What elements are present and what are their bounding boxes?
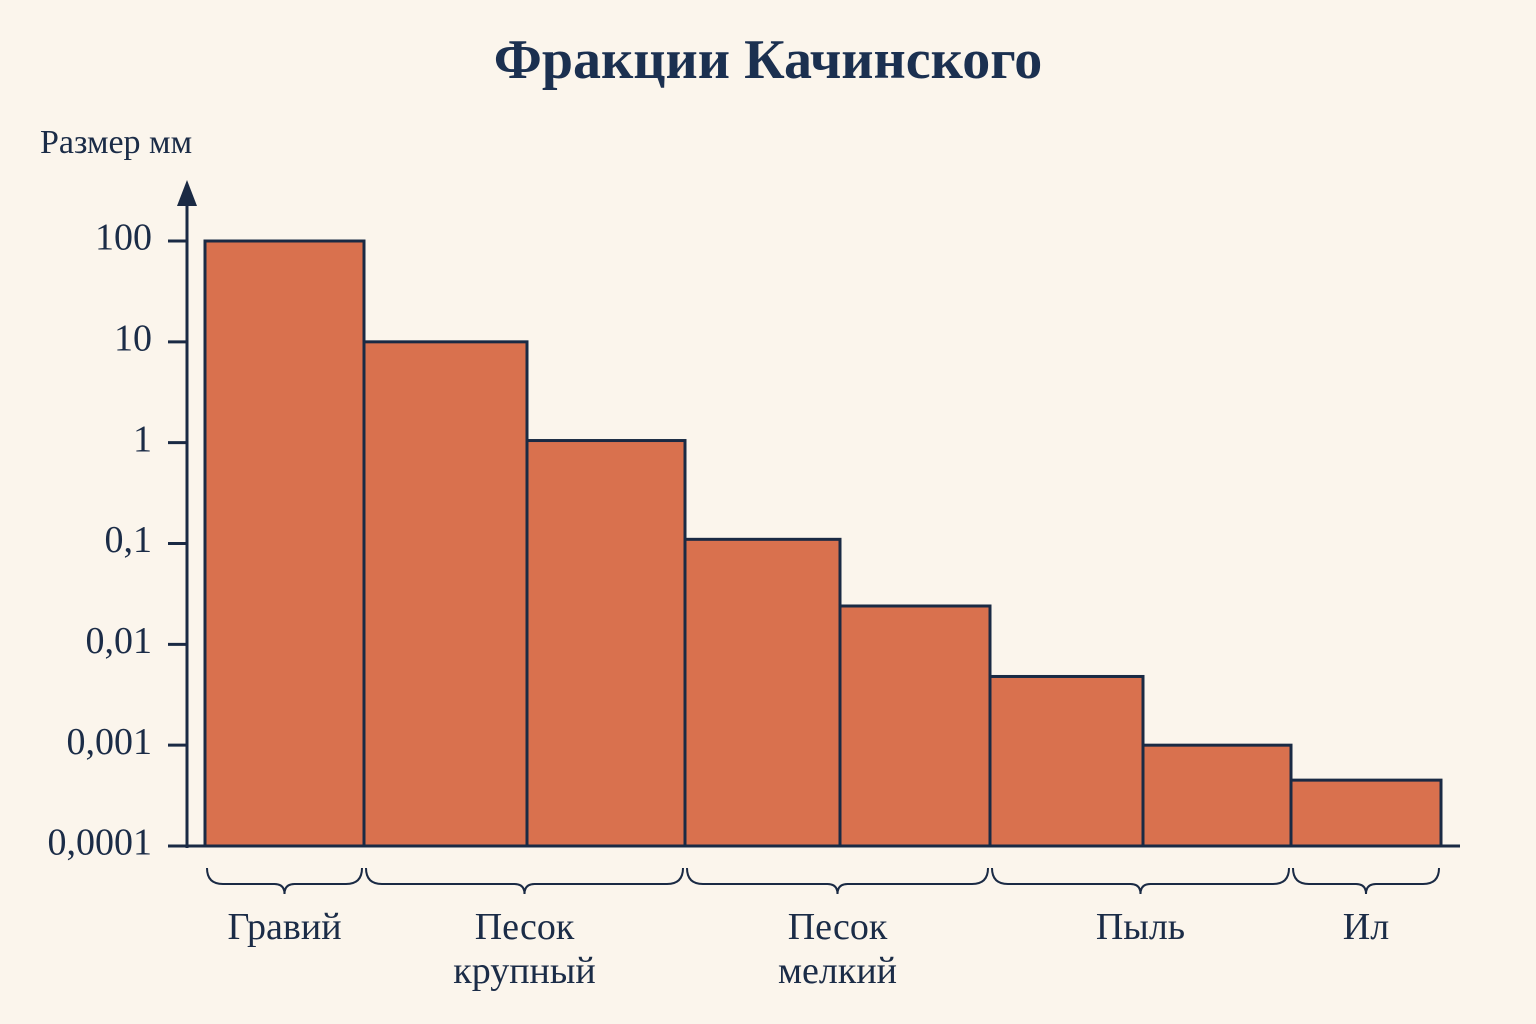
bar (362, 340, 529, 848)
y-tick-label: 0,0001 (48, 822, 153, 864)
group-label: Песок мелкий (777, 906, 897, 992)
bar (203, 239, 366, 848)
group-label: Ил (1342, 906, 1390, 948)
group-label: Песок крупный (453, 906, 596, 992)
group-brace (365, 867, 684, 895)
group-label: Гравий (227, 906, 342, 948)
bar (525, 439, 687, 848)
chart-title: Фракции Качинского (493, 29, 1043, 91)
y-axis-label: Размер мм (40, 124, 193, 161)
group-label: Пыль (1095, 906, 1186, 948)
bar (988, 674, 1145, 848)
y-tick-label: 10 (114, 318, 152, 360)
group-brace (206, 867, 363, 895)
bar (1141, 743, 1293, 848)
y-axis-arrow (177, 180, 197, 206)
bar (1289, 778, 1443, 848)
y-tick-label: 0,1 (105, 519, 153, 561)
bar (683, 537, 842, 848)
y-tick-label: 0,01 (86, 620, 153, 662)
group-brace (991, 867, 1290, 895)
bar (838, 604, 992, 848)
y-tick-label: 100 (95, 217, 152, 259)
group-brace (1292, 867, 1440, 895)
y-tick-label: 1 (133, 418, 152, 460)
y-tick-label: 0,001 (67, 721, 153, 763)
group-brace (686, 867, 989, 895)
